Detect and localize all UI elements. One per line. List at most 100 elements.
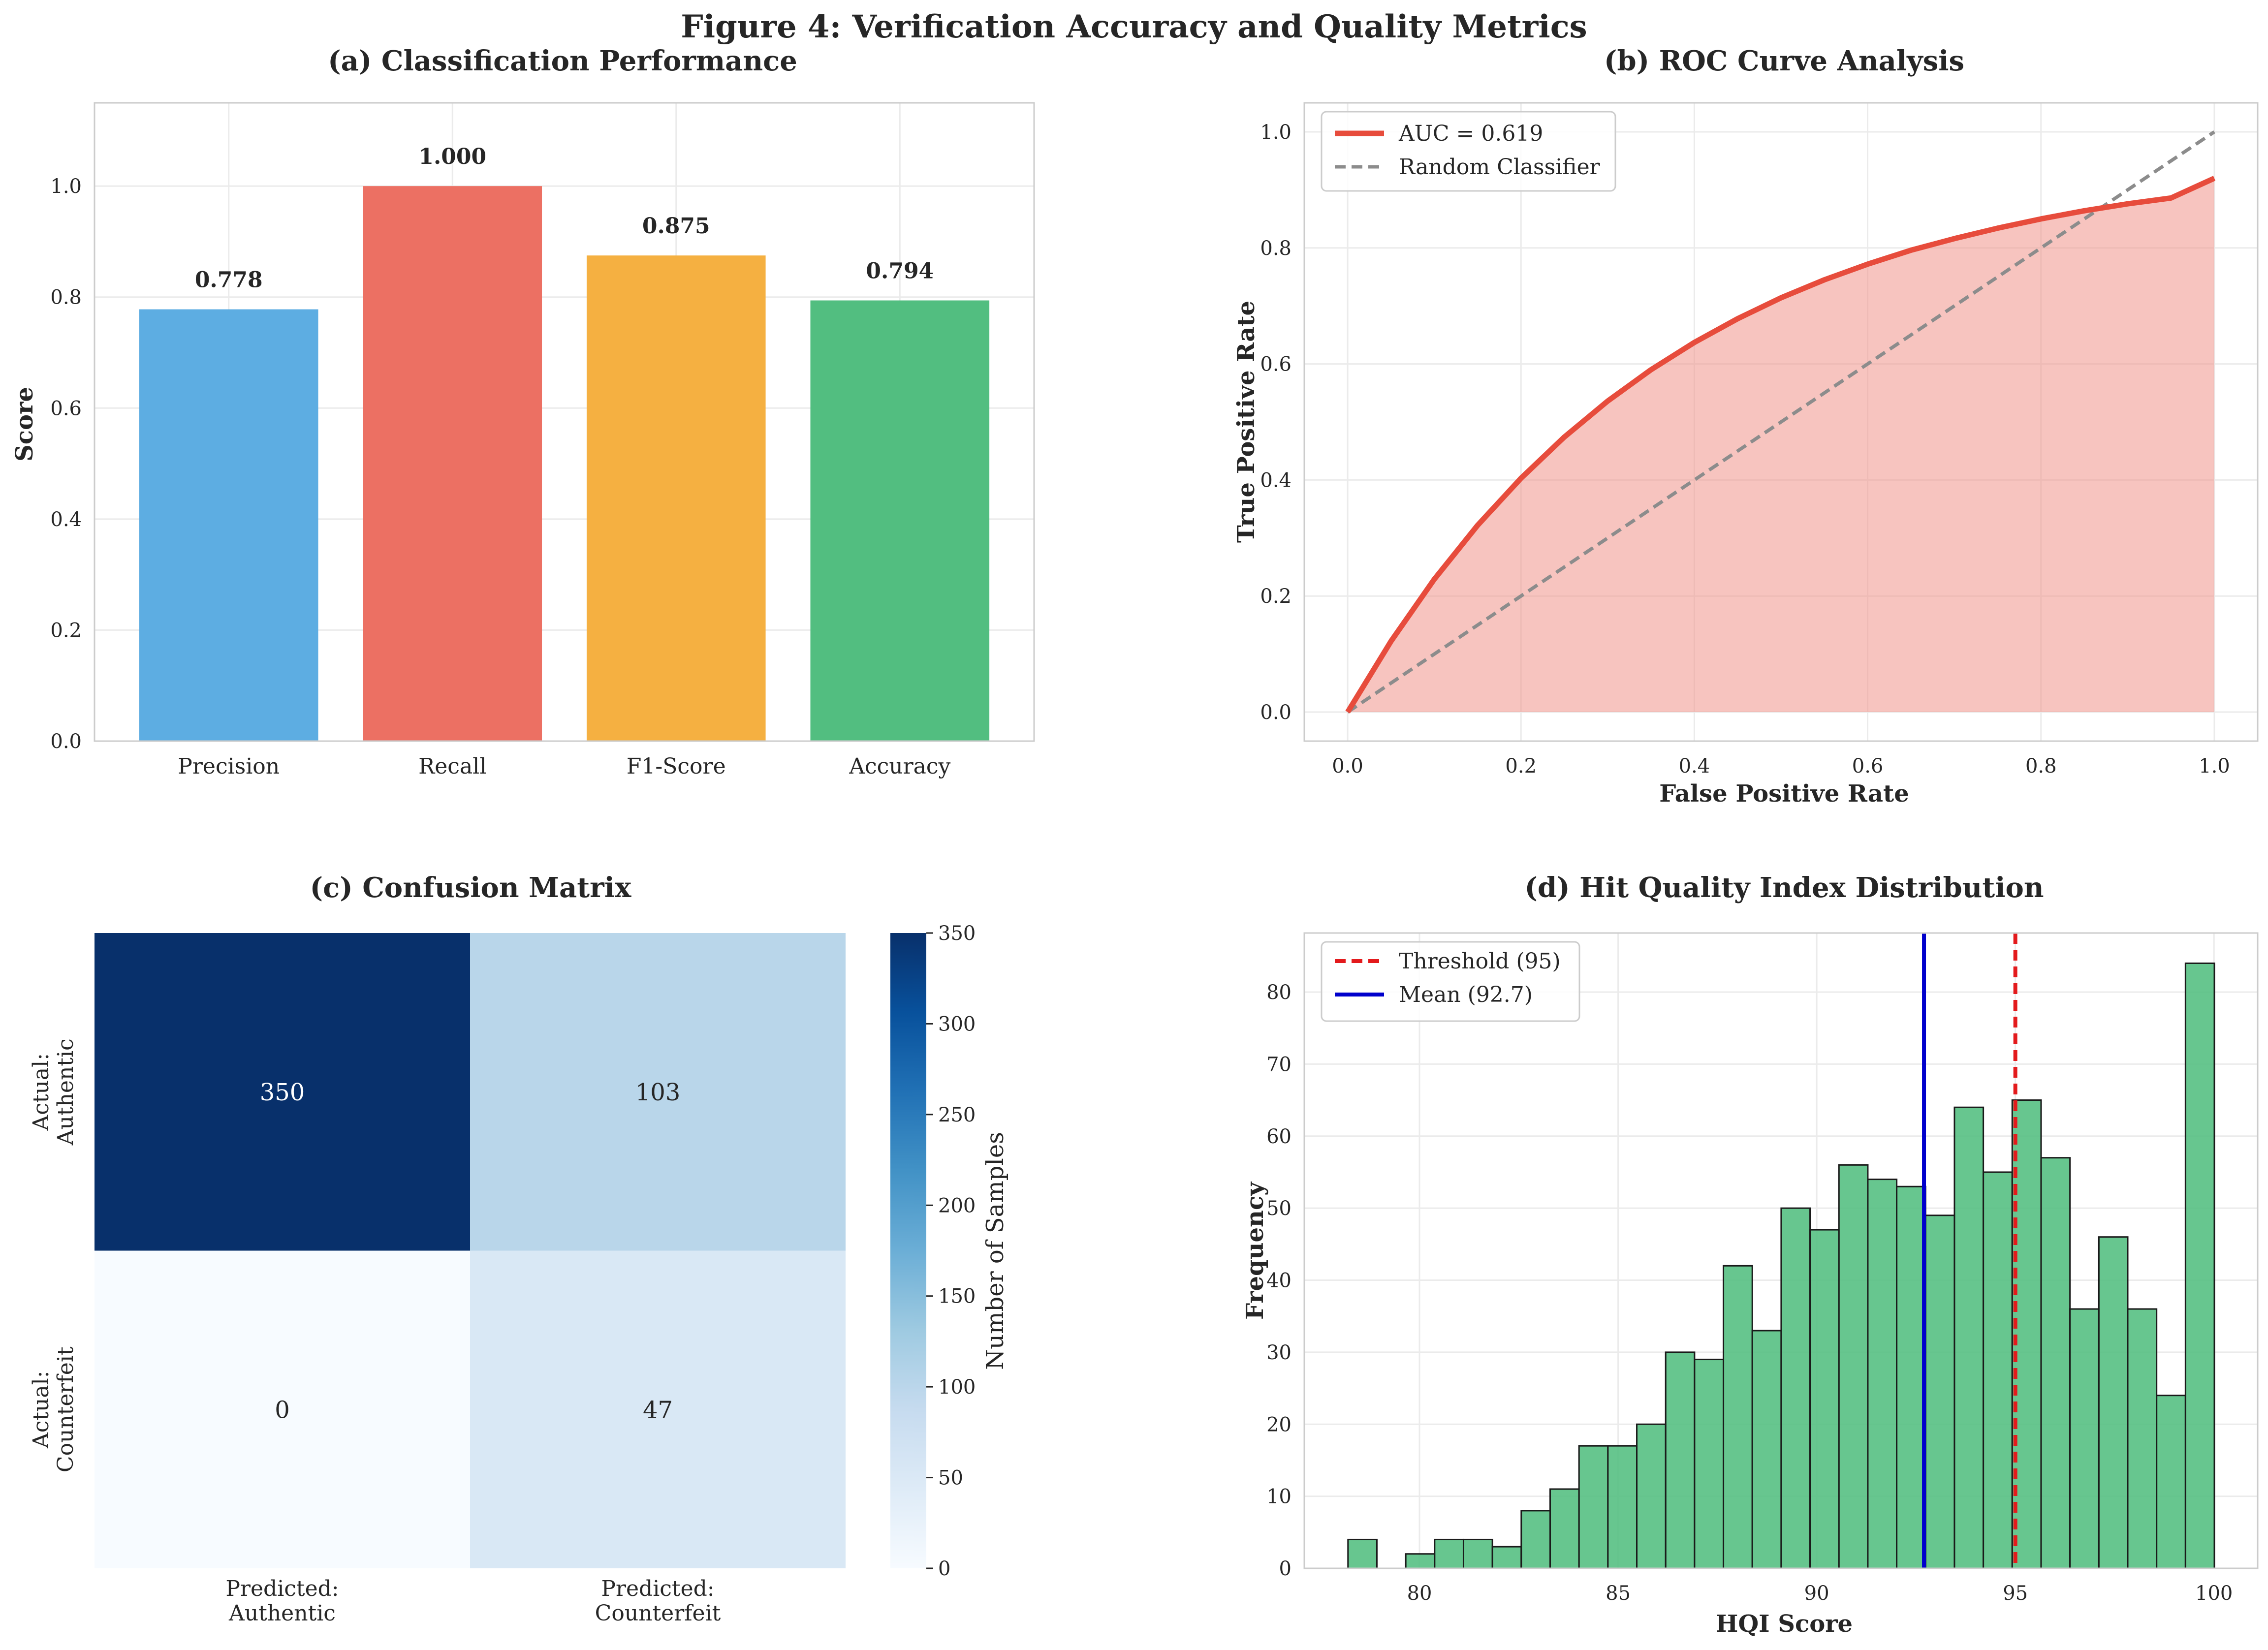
histogram-bar [1462,1538,1493,1569]
histogram-bar [1347,1538,1378,1569]
row-label-line: Counterfeit [53,1346,78,1472]
histogram-bar [1983,1171,2013,1569]
confusion-cell [94,1250,470,1568]
panel-a-x-tick-label: F1-Score [627,754,726,779]
legend-label-mean: Mean (92.7) [1399,982,1533,1007]
column-label-line: Predicted: [225,1576,339,1601]
panel-a-y-tick-labels: 0.0 0.2 0.4 0.6 0.8 1.0 [50,175,82,753]
row-label-line: Actual: [29,1053,54,1131]
panel-b-x-tick-label: 1.0 [2199,755,2230,778]
panel-b-y-tick-label: 0.4 [1260,469,1292,492]
panel-b-y-tick-labels: 0.0 0.2 0.4 0.6 0.8 1.0 [1260,121,1292,724]
bar-value-label: 1.000 [418,144,486,169]
histogram-bar [1694,1359,1725,1569]
panel-d-hqi-distribution: (d) Hit Quality Index Distribution Frequ… [1241,872,2259,1638]
panel-a-y-tick-label: 1.0 [50,175,82,198]
confusion-cell-value: 0 [275,1396,290,1424]
histogram-bar [1867,1179,1898,1569]
histogram-bar [1723,1265,1753,1569]
panel-d-x-tick-label: 80 [1407,1582,1432,1605]
histogram-bar [1809,1229,1840,1569]
panel-d-x-tick-label: 100 [2195,1582,2233,1605]
panel-d-x-tick-label: 90 [1804,1582,1829,1605]
panel-b-y-tick-label: 0.2 [1260,585,1292,608]
panel-a-classification-performance: (a) Classification Performance Score 0.7… [11,45,1035,779]
bar-value-label: 0.778 [195,268,263,293]
panel-b-x-tick-labels: 0.0 0.2 0.4 0.6 0.8 1.0 [1332,755,2230,778]
bar-value-label: 0.794 [866,259,934,284]
colorbar-tick-label: 50 [938,1467,963,1490]
panel-b-plot-frame [1303,102,2259,742]
histogram-bar [1578,1445,1609,1569]
histogram-bar [1607,1445,1638,1569]
histogram-bar [1636,1423,1667,1569]
panel-d-x-tick-label: 95 [2003,1582,2028,1605]
panel-d-x-tick-labels: 80 85 90 95 100 [1407,1582,2233,1605]
panel-c-title: (c) Confusion Matrix [310,872,631,904]
panel-a-y-tick-label: 0.0 [50,730,82,753]
panel-a-bars [139,186,990,741]
panel-d-y-tick-label: 20 [1266,1413,1292,1436]
panel-b-title: (b) ROC Curve Analysis [1604,45,1964,77]
panel-d-x-axis-label: HQI Score [1716,1610,1853,1638]
random-classifier-line [1347,130,2215,714]
confusion-cell [94,933,470,1251]
roc-area-fill [1348,178,2214,713]
column-label-line: Authentic [228,1601,336,1626]
panel-b-x-tick-label: 0.2 [1505,755,1537,778]
legend-label-roc: AUC = 0.619 [1398,121,1543,146]
colorbar-tick-label: 300 [938,1013,976,1035]
colorbar-tick-label: 200 [938,1194,976,1217]
legend-label-random: Random Classifier [1399,155,1601,180]
panel-b-y-tick-label: 0.8 [1260,237,1292,260]
confusion-cell [470,1250,846,1568]
confusion-matrix-cells: 350 103 0 47 [94,933,846,1568]
bar-precision [139,309,318,741]
panel-b-x-axis-label: False Positive Rate [1659,780,1909,808]
row-label-line: Actual: [29,1370,54,1449]
panel-d-legend-box [1321,941,1580,1022]
histogram-bar [1780,1207,1811,1569]
panel-b-y-axis-label: True Positive Rate [1232,301,1260,543]
panel-b-x-tick-label: 0.8 [2025,755,2057,778]
panel-d-legend: Threshold (95) Mean (92.7) [1321,941,1580,1022]
colorbar-tick-labels: 0 50 100 150 200 250 300 350 [926,922,976,1580]
histogram-bar [1491,1546,1522,1569]
panel-a-x-tick-labels: Precision Recall F1-Score Accuracy [178,754,950,779]
panel-d-x-tick-label: 85 [1606,1582,1631,1605]
histogram-bar [2184,962,2215,1569]
panel-a-x-tick-label: Accuracy [849,754,950,779]
histogram-bar [1896,1185,1926,1569]
panel-a-x-tick-label: Recall [418,754,486,779]
panel-d-y-tick-label: 70 [1266,1053,1292,1076]
panel-b-legend-box [1321,111,1616,192]
roc-curve-line [1345,176,2216,714]
panel-d-reference-lines [1922,933,2017,1568]
confusion-cell-value: 103 [635,1079,681,1106]
colorbar-tick-label: 0 [938,1557,950,1580]
histogram-bar [1838,1164,1869,1569]
histogram-bars [1347,962,2215,1569]
panel-d-y-tick-labels: 0 10 20 30 40 50 60 70 80 [1266,981,1292,1580]
histogram-bar [1434,1538,1464,1569]
panel-a-x-tick-label: Precision [178,754,280,779]
colorbar: 0 50 100 150 200 250 300 350 Number of Samples [890,922,1009,1580]
histogram-bar [1924,1214,1955,1569]
colorbar-tick-label: 350 [938,922,976,945]
panel-a-title: (a) Classification Performance [328,45,797,77]
histogram-bar [2127,1308,2158,1569]
bar-accuracy [810,300,990,741]
panel-d-y-tick-label: 50 [1266,1197,1292,1220]
bar-value-label: 0.875 [642,214,710,239]
histogram-bar [1549,1488,1580,1569]
panel-b-y-tick-label: 0.0 [1260,701,1292,724]
panel-d-plot-frame [1303,932,2259,1569]
panel-b-y-tick-label: 0.6 [1260,353,1292,376]
bar-recall [363,186,542,741]
panel-d-y-axis-label: Frequency [1241,1181,1269,1320]
panel-d-y-tick-label: 10 [1266,1486,1292,1508]
colorbar-tick-label: 150 [938,1285,976,1308]
